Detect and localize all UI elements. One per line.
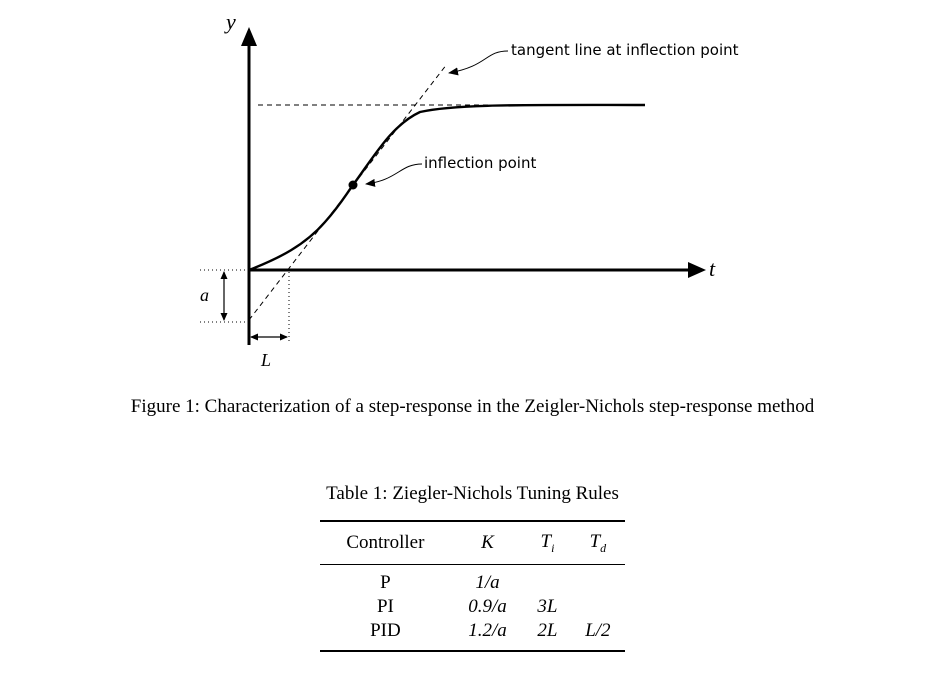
cell-k: 1.2/a xyxy=(468,619,507,641)
table-row: P 1/a xyxy=(320,564,625,595)
cell-td xyxy=(571,595,625,619)
y-axis-label: y xyxy=(224,9,236,34)
a-label: a xyxy=(200,285,209,305)
table-caption: Table 1: Ziegler-Nichols Tuning Rules xyxy=(326,483,619,504)
inflection-label: inflection point xyxy=(424,154,536,172)
header-ti: Ti xyxy=(540,531,555,555)
step-response-figure: y t inflection point tangent line at inf… xyxy=(200,9,739,370)
inflection-point-dot xyxy=(348,180,358,190)
cell-controller: P xyxy=(380,571,391,593)
tuning-rules-table: Controller K Ti Td P 1/a PI 0.9/a 3L PID… xyxy=(320,520,625,652)
cell-controller: PI xyxy=(376,595,394,617)
table-header-row: Controller K Ti Td xyxy=(320,521,625,565)
header-k: K xyxy=(481,532,494,554)
t-axis-label: t xyxy=(709,256,716,281)
table-row: PID 1.2/a 2L L/2 xyxy=(320,619,625,651)
cell-ti xyxy=(524,564,571,595)
figure-caption: Figure 1: Characterization of a step-res… xyxy=(130,396,815,417)
tangent-callout-arrow xyxy=(448,50,509,76)
y-axis-arrowhead xyxy=(241,27,257,46)
cell-td xyxy=(571,564,625,595)
cell-controller: PID xyxy=(370,619,401,641)
inflection-callout-arrow xyxy=(365,163,423,187)
header-td: Td xyxy=(589,531,607,555)
cell-k: 0.9/a xyxy=(468,595,507,617)
L-label: L xyxy=(260,350,271,370)
header-controller: Controller xyxy=(346,532,425,554)
cell-ti: 2L xyxy=(537,619,558,641)
cell-ti: 3L xyxy=(537,595,558,617)
cell-k: 1/a xyxy=(475,571,500,593)
t-axis-arrowhead xyxy=(688,262,706,278)
tangent-label: tangent line at inflection point xyxy=(511,41,739,59)
step-response-curve xyxy=(248,103,646,272)
table-row: PI 0.9/a 3L xyxy=(320,595,625,619)
cell-td: L/2 xyxy=(585,619,611,641)
